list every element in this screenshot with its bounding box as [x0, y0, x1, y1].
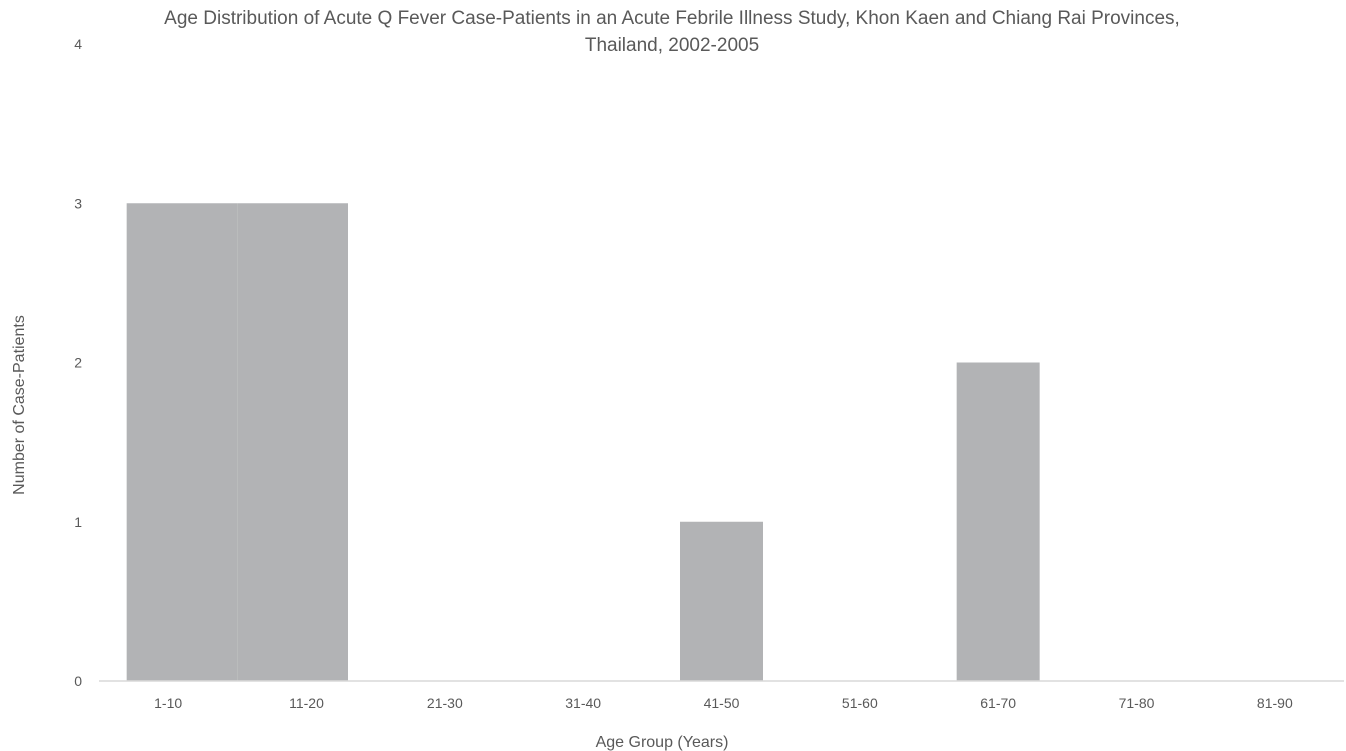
x-tick-labels: 1-10 11-20 21-30 31-40 41-50 51-60 61-70 71-80 8… [154, 695, 1293, 711]
x-tick-label: 81-90 [1257, 695, 1293, 711]
y-tick-label: 1 [74, 514, 82, 530]
y-tick-label: 4 [74, 36, 82, 52]
y-tick-labels: 0 1 2 3 4 [74, 36, 82, 689]
chart-title-line-1: Age Distribution of Acute Q Fever Case-P… [164, 8, 1180, 29]
x-tick-label: 71-80 [1119, 695, 1155, 711]
bars [126, 203, 1040, 681]
bar-1-10 [126, 203, 238, 681]
chart-title-line-2: Thailand, 2002-2005 [585, 35, 759, 56]
y-axis-title: Number of Case-Patients [11, 315, 28, 495]
bar-41-50 [680, 521, 763, 681]
x-tick-label: 1-10 [154, 695, 182, 711]
y-tick-label: 2 [74, 355, 82, 371]
x-tick-label: 21-30 [427, 695, 463, 711]
x-tick-label: 11-20 [289, 695, 324, 711]
bar-11-20 [237, 203, 348, 681]
x-tick-label: 41-50 [704, 695, 740, 711]
y-tick-label: 3 [74, 195, 82, 211]
y-tick-label: 0 [74, 673, 82, 689]
x-tick-label: 61-70 [980, 695, 1016, 711]
x-axis-title: Age Group (Years) [596, 734, 729, 751]
x-tick-label: 51-60 [842, 695, 878, 711]
x-tick-label: 31-40 [565, 695, 601, 711]
bar-61-70 [956, 362, 1040, 681]
